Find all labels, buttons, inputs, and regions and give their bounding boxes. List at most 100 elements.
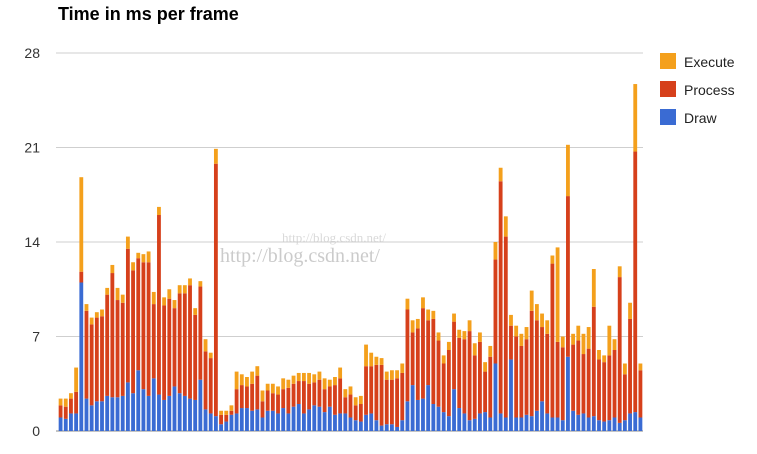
bar-segment-draw [483, 412, 488, 431]
bar-segment-execute [353, 397, 358, 406]
bar-segment-process [234, 389, 239, 414]
bar-segment-process [172, 308, 177, 387]
bar-segment-execute [431, 310, 436, 319]
bar-segment-draw [410, 385, 415, 431]
bar-segment-draw [167, 395, 172, 431]
bar-segment-draw [353, 420, 358, 431]
bar-segment-execute [446, 341, 451, 350]
bar-segment-process [219, 414, 223, 425]
bar-segment-execute [270, 383, 275, 394]
bar-segment-execute [69, 393, 73, 399]
bar-segment-execute [125, 236, 130, 249]
bar-segment-process [245, 386, 249, 409]
bar-segment-process [586, 348, 591, 418]
bar-segment-process [338, 378, 343, 414]
bar-segment-execute [617, 266, 622, 278]
bar-segment-process [493, 259, 498, 364]
bar-segment-process [322, 389, 327, 413]
bar-segment-draw [120, 395, 125, 431]
bar-segment-execute [157, 206, 161, 215]
bar-segment-draw [270, 410, 275, 431]
bar-segment-execute [493, 242, 498, 260]
bar-segment-draw [488, 417, 493, 431]
bar-segment-process [524, 339, 529, 415]
bar-segment-draw [260, 417, 265, 431]
bar-segment-process [379, 364, 384, 426]
bar-segment-execute [265, 383, 270, 391]
bar-segment-execute [467, 320, 472, 332]
bar-segment-process [628, 318, 632, 414]
bar-segment-process [208, 358, 213, 414]
bar-segment-execute [426, 309, 431, 321]
bar-segment-process [188, 285, 192, 399]
bar-segment-execute [472, 343, 477, 356]
bar-segment-process [182, 293, 187, 396]
bar-segment-execute [348, 386, 353, 395]
bar-segment-draw [255, 409, 260, 431]
bar-segment-execute [250, 371, 255, 384]
bar-segment-draw [58, 417, 63, 431]
bar-segment-process [301, 381, 306, 414]
bar-segment-execute [260, 390, 265, 402]
bar-segment-draw [374, 420, 379, 431]
bar-segment-draw [312, 405, 317, 431]
bar-segment-draw [151, 378, 156, 431]
legend-swatch-process [660, 81, 676, 97]
bar-segment-execute [369, 352, 374, 367]
bar-segment-draw [472, 418, 477, 431]
bar-segment-draw [131, 393, 135, 431]
bar-segment-draw [301, 413, 306, 431]
bar-segment-draw [462, 413, 467, 431]
bar-segment-execute [421, 297, 425, 309]
bar-segment-process [312, 382, 317, 406]
bar-segment-execute [317, 371, 322, 380]
bar-segment-draw [441, 412, 446, 431]
bar-segment-execute [591, 269, 596, 307]
bar-segment-draw [291, 406, 296, 431]
bar-segment-execute [586, 327, 591, 349]
bar-segment-draw [617, 422, 622, 431]
bar-segment-draw [94, 401, 99, 431]
bar-segment-draw [384, 424, 389, 431]
bar-segment-draw [162, 399, 167, 431]
bar-segment-draw [379, 425, 384, 431]
bar-segment-draw [348, 417, 353, 431]
chart-title: Time in ms per frame [58, 4, 239, 24]
bar-segment-draw [571, 410, 576, 431]
bar-segment-execute [358, 395, 363, 404]
bar-segment-draw [524, 414, 529, 431]
bar-segment-draw [581, 413, 586, 431]
bar-segment-process [333, 385, 337, 415]
bar-segment-process [560, 347, 565, 421]
bar-segment-process [421, 308, 425, 399]
bar-segment-execute [534, 304, 539, 321]
bar-segment-process [353, 405, 358, 421]
bar-segment-process [472, 355, 477, 419]
bar-segment-execute [576, 325, 581, 341]
bar-segment-process [193, 314, 198, 400]
bar-segment-draw [457, 408, 462, 431]
y-tick-label: 0 [32, 423, 40, 439]
bar-segment-process [307, 383, 311, 410]
bar-segment-draw [182, 395, 187, 431]
bar-segment-execute [374, 356, 379, 365]
bar-segment-draw [586, 417, 591, 431]
bar-segment-draw [390, 424, 394, 431]
bar-segment-process [384, 379, 389, 425]
bar-segment-draw [478, 413, 482, 431]
bar-segment-execute [327, 379, 332, 387]
bar-segment-draw [79, 282, 84, 431]
bar-segment-execute [622, 363, 627, 375]
legend-label-process: Process [684, 82, 735, 98]
bar-segment-execute [193, 308, 198, 315]
bar-segment-process [431, 318, 436, 404]
bar-segment-process [229, 410, 234, 415]
bar-segment-process [281, 389, 286, 409]
bar-segment-execute [509, 314, 513, 326]
bar-segment-process [550, 263, 555, 418]
bar-segment-process [503, 236, 508, 418]
bar-segment-process [203, 351, 208, 410]
bars [58, 84, 643, 431]
y-axis-ticks: 0 7 14 21 28 [24, 45, 40, 439]
